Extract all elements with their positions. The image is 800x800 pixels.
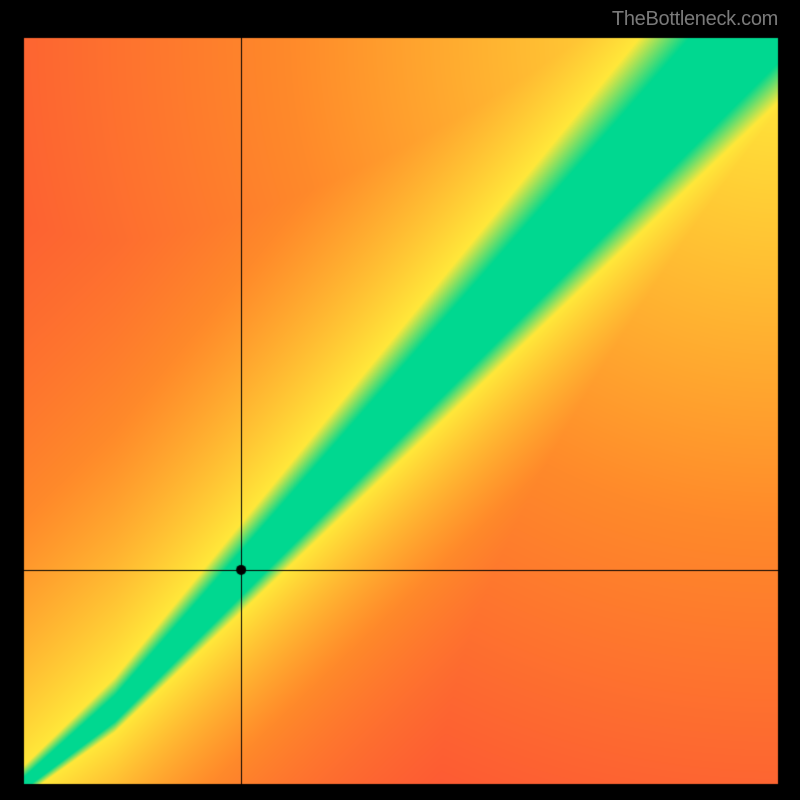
heatmap-canvas	[0, 0, 800, 800]
bottleneck-heatmap: TheBottleneck.com	[0, 0, 800, 800]
attribution-text: TheBottleneck.com	[612, 8, 778, 31]
